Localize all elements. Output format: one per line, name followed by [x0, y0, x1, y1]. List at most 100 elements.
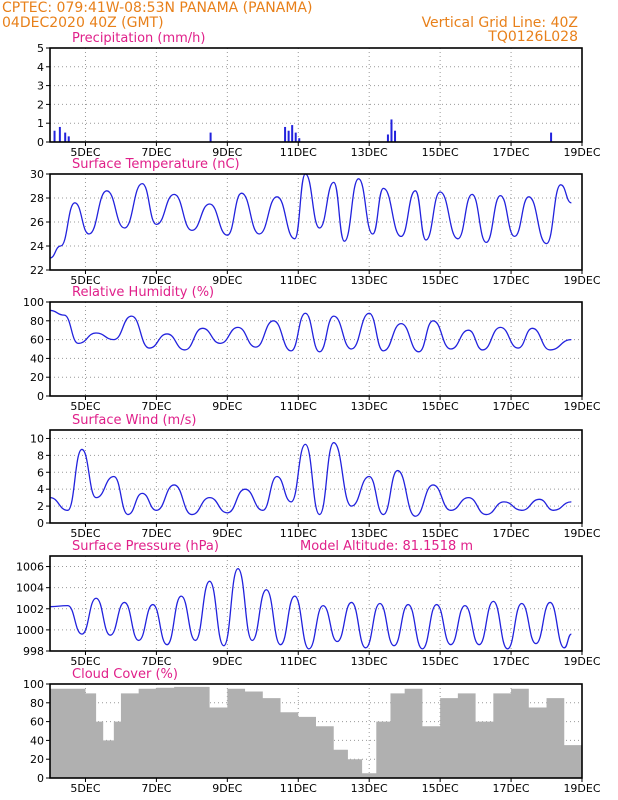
y-tick-label: 60 — [30, 334, 44, 347]
series-line — [49, 309, 572, 353]
panel-annotation: Model Altitude: 81.1518 m — [300, 539, 473, 554]
y-tick-label: 0 — [37, 136, 44, 149]
x-tick-label: 15DEC — [422, 400, 459, 413]
header-right2: TQ0126L028 — [488, 29, 578, 45]
x-tick-label: 17DEC — [493, 146, 530, 159]
precip-bar — [386, 134, 389, 142]
precip-bar — [394, 130, 397, 142]
panel-frame — [49, 301, 583, 397]
precip-bar — [287, 130, 290, 142]
x-tick-label: 7DEC — [141, 527, 171, 540]
y-tick-label: 80 — [30, 697, 44, 710]
panel-frame — [49, 683, 583, 779]
y-tick-label: 0 — [37, 517, 44, 530]
panel-title: Surface Wind (m/s) — [72, 413, 196, 428]
y-tick-label: 0 — [37, 772, 44, 785]
x-tick-label: 17DEC — [493, 400, 530, 413]
series-line — [49, 442, 572, 517]
precip-bar — [209, 132, 212, 142]
y-tick-label: 6 — [37, 466, 44, 479]
panel-title: Surface Temperature (nC) — [72, 157, 240, 172]
x-tick-label: 9DEC — [212, 655, 242, 668]
cloud-cover-area — [50, 686, 582, 778]
x-tick-label: 19DEC — [563, 782, 600, 795]
series-line — [49, 173, 572, 259]
x-tick-label: 19DEC — [563, 655, 600, 668]
y-tick-label: 2 — [37, 500, 44, 513]
x-tick-label: 11DEC — [280, 782, 317, 795]
precip-bar — [291, 125, 294, 142]
x-tick-label: 7DEC — [141, 400, 171, 413]
x-tick-label: 11DEC — [280, 655, 317, 668]
y-tick-label: 8 — [37, 449, 44, 462]
x-tick-label: 5DEC — [70, 400, 100, 413]
panel-title: Precipitation (mm/h) — [72, 31, 205, 46]
x-tick-label: 11DEC — [280, 400, 317, 413]
precip-bar — [390, 119, 393, 142]
x-tick-label: 11DEC — [280, 274, 317, 287]
y-tick-label: 5 — [37, 42, 44, 55]
y-tick-label: 28 — [30, 192, 44, 205]
x-tick-label: 13DEC — [351, 146, 388, 159]
x-tick-label: 19DEC — [563, 274, 600, 287]
y-tick-label: 80 — [30, 315, 44, 328]
y-tick-label: 1 — [37, 117, 44, 130]
series-line — [49, 568, 572, 650]
y-tick-label: 4 — [37, 61, 44, 74]
x-tick-label: 17DEC — [493, 655, 530, 668]
x-tick-label: 9DEC — [212, 400, 242, 413]
x-tick-label: 13DEC — [351, 782, 388, 795]
x-tick-label: 7DEC — [141, 274, 171, 287]
y-tick-label: 40 — [30, 352, 44, 365]
y-tick-label: 24 — [30, 240, 44, 253]
x-tick-label: 13DEC — [351, 527, 388, 540]
precip-bar — [53, 130, 56, 142]
precip-bar — [58, 126, 61, 142]
y-tick-label: 1002 — [16, 603, 44, 616]
x-tick-label: 15DEC — [422, 655, 459, 668]
y-tick-label: 3 — [37, 80, 44, 93]
x-tick-label: 17DEC — [493, 782, 530, 795]
x-tick-label: 13DEC — [351, 400, 388, 413]
x-tick-label: 7DEC — [141, 782, 171, 795]
panel-frame — [49, 555, 583, 652]
y-tick-label: 1004 — [16, 582, 44, 595]
y-tick-label: 10 — [30, 432, 44, 445]
x-tick-label: 17DEC — [493, 527, 530, 540]
x-tick-label: 13DEC — [351, 655, 388, 668]
y-tick-label: 100 — [23, 296, 44, 309]
precip-bar — [64, 132, 67, 142]
panel-title: Cloud Cover (%) — [72, 667, 178, 682]
x-tick-label: 5DEC — [70, 146, 100, 159]
y-tick-label: 20 — [30, 371, 44, 384]
panel-title: Relative Humidity (%) — [72, 285, 214, 300]
panel-title: Surface Pressure (hPa) — [72, 539, 219, 554]
y-tick-label: 100 — [23, 678, 44, 691]
x-tick-label: 11DEC — [280, 146, 317, 159]
x-tick-label: 15DEC — [422, 274, 459, 287]
y-tick-label: 1006 — [16, 561, 44, 574]
x-tick-label: 5DEC — [70, 527, 100, 540]
x-tick-label: 19DEC — [563, 400, 600, 413]
precip-bar — [550, 132, 553, 142]
x-tick-label: 5DEC — [70, 782, 100, 795]
header-right1: Vertical Grid Line: 40Z — [421, 15, 578, 31]
x-tick-label: 19DEC — [563, 527, 600, 540]
x-tick-label: 15DEC — [422, 782, 459, 795]
y-tick-label: 26 — [30, 216, 44, 229]
y-tick-label: 22 — [30, 264, 44, 277]
y-tick-label: 998 — [23, 645, 44, 658]
header-line1: CPTEC: 079:41W-08:53N PANAMA (PANAMA) — [2, 0, 313, 16]
x-tick-label: 9DEC — [212, 782, 242, 795]
y-tick-label: 0 — [37, 390, 44, 403]
x-tick-label: 9DEC — [212, 274, 242, 287]
x-tick-label: 11DEC — [280, 527, 317, 540]
x-tick-label: 7DEC — [141, 655, 171, 668]
x-tick-label: 15DEC — [422, 146, 459, 159]
y-tick-label: 1000 — [16, 624, 44, 637]
x-tick-label: 13DEC — [351, 274, 388, 287]
x-tick-label: 15DEC — [422, 527, 459, 540]
x-tick-label: 19DEC — [563, 146, 600, 159]
precip-bar — [294, 132, 297, 142]
